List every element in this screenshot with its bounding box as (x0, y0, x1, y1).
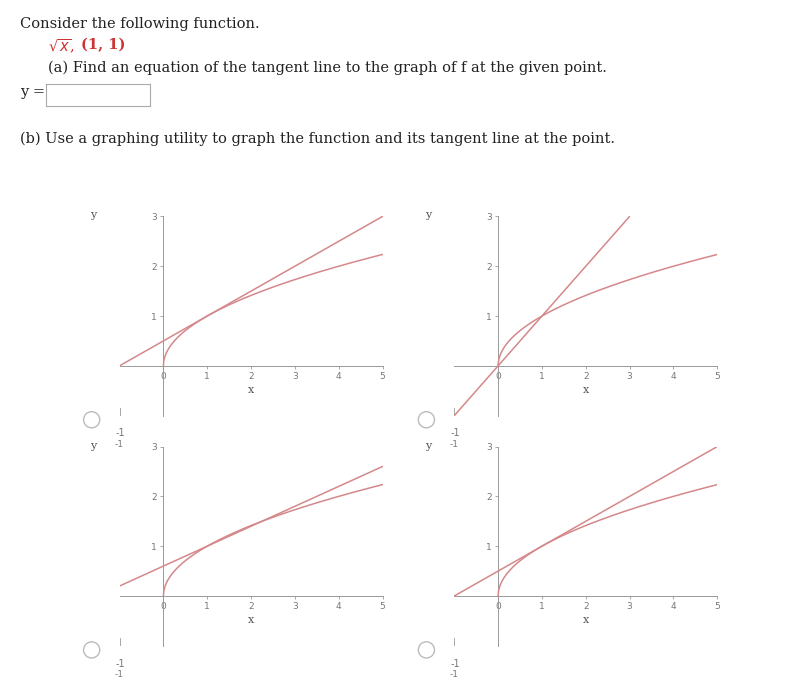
Y-axis label: y: y (425, 210, 431, 221)
Y-axis label: y: y (90, 210, 96, 221)
Text: y =: y = (20, 85, 45, 99)
Text: -1: -1 (450, 429, 460, 438)
Text: (b) Use a graphing utility to graph the function and its tangent line at the poi: (b) Use a graphing utility to graph the … (20, 132, 615, 146)
Text: -1: -1 (116, 659, 125, 668)
X-axis label: x: x (583, 385, 589, 395)
X-axis label: x: x (248, 616, 254, 625)
Text: -1: -1 (116, 429, 125, 438)
X-axis label: x: x (583, 616, 589, 625)
Text: -1: -1 (450, 670, 459, 679)
Text: (1, 1): (1, 1) (81, 38, 126, 52)
Y-axis label: y: y (425, 440, 431, 451)
Text: -1: -1 (450, 440, 459, 449)
Text: -1: -1 (115, 670, 124, 679)
Y-axis label: y: y (90, 440, 96, 451)
Text: -1: -1 (450, 659, 460, 668)
Text: (a) Find an equation of the tangent line to the graph of f at the given point.: (a) Find an equation of the tangent line… (48, 60, 607, 75)
X-axis label: x: x (248, 385, 254, 395)
Text: Consider the following function.: Consider the following function. (20, 17, 260, 31)
Text: -1: -1 (115, 440, 124, 449)
Text: $\sqrt{x}$,: $\sqrt{x}$, (48, 38, 75, 56)
